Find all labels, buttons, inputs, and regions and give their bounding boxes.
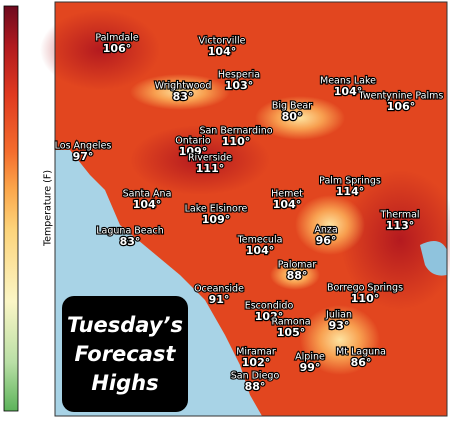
city-name: Mt Laguna xyxy=(336,347,386,358)
city-temp: 102° xyxy=(242,356,270,369)
city-name: Anza xyxy=(314,225,337,236)
city-temp: 104° xyxy=(273,198,301,211)
city-temp: 83° xyxy=(120,235,141,248)
city-labels: Palmdale106°Victorville104°Wrightwood83°… xyxy=(54,31,445,394)
city-temp: 96° xyxy=(316,234,337,247)
title-box xyxy=(62,296,188,412)
city-temp: 103° xyxy=(225,79,253,92)
city-temp: 97° xyxy=(73,150,94,163)
city-temp: 83° xyxy=(173,90,194,103)
title-line: Tuesday’s xyxy=(67,313,183,337)
city-name: Riverside xyxy=(188,153,232,164)
city-name: Big Bear xyxy=(272,101,312,112)
city-temp: 111° xyxy=(196,162,224,175)
city-temp: 105° xyxy=(277,326,305,339)
city-temp: 110° xyxy=(351,292,379,305)
city-name: San Bernardino xyxy=(199,126,272,137)
city-name: Twentynine Palms xyxy=(358,91,444,102)
city-name: Victorville xyxy=(199,36,246,47)
city-temp: 106° xyxy=(387,100,415,113)
city-temp: 104° xyxy=(133,198,161,211)
city-temp: 88° xyxy=(245,380,266,393)
city-name: Palmdale xyxy=(95,33,139,44)
colorbar: Temperature (F) xyxy=(3,5,54,412)
city-temp: 114° xyxy=(336,185,364,198)
title: Tuesday’s Forecast Highs xyxy=(67,313,183,395)
city-name: Temecula xyxy=(237,235,283,246)
city-name: Ontario xyxy=(175,136,211,147)
city-name: Julian xyxy=(325,310,352,321)
city-name: Hemet xyxy=(271,189,303,200)
city-temp: 93° xyxy=(329,319,350,332)
colorbar-label: Temperature (F) xyxy=(43,170,54,247)
city-name: Escondido xyxy=(245,301,294,312)
city-name: Lake Elsinore xyxy=(185,204,248,215)
city-name: Thermal xyxy=(379,210,419,221)
city-name: Means Lake xyxy=(320,76,376,87)
title-line: Forecast xyxy=(75,342,177,366)
salton-sea xyxy=(420,241,447,276)
city-name: San Diego xyxy=(231,371,280,382)
city-name: Palomar xyxy=(278,260,317,271)
city-temp: 80° xyxy=(282,110,303,123)
city-temp: 106° xyxy=(103,42,131,55)
city-name: Santa Ana xyxy=(123,189,172,200)
city-name: Borrego Springs xyxy=(327,283,403,294)
city-temp: 88° xyxy=(287,269,308,282)
city-temp: 102° xyxy=(255,310,283,323)
city-temp: 109° xyxy=(202,213,230,226)
city-name: Laguna Beach xyxy=(96,226,163,237)
city-name: Los Angeles xyxy=(55,141,112,152)
city-name: Miramar xyxy=(236,347,276,358)
city-name: Oceanside xyxy=(194,284,244,295)
map-area xyxy=(40,1,450,417)
city-name: Ramona xyxy=(271,317,310,328)
colorbar-bar xyxy=(3,5,19,412)
title-line: Highs xyxy=(91,371,158,395)
city-temp: 99° xyxy=(300,361,321,374)
city-temp: 104° xyxy=(208,45,236,58)
city-temp: 110° xyxy=(222,135,250,148)
city-name: Wrightwood xyxy=(155,81,212,92)
city-temp: 91° xyxy=(209,293,230,306)
city-name: Alpine xyxy=(295,352,325,363)
city-temp: 104° xyxy=(246,244,274,257)
city-name: Hesperia xyxy=(218,70,260,81)
city-name: Palm Springs xyxy=(319,176,381,187)
city-temp: 109° xyxy=(179,145,207,158)
city-temp: 113° xyxy=(386,219,414,232)
city-temp: 104° xyxy=(334,85,362,98)
city-temp: 86° xyxy=(351,356,372,369)
